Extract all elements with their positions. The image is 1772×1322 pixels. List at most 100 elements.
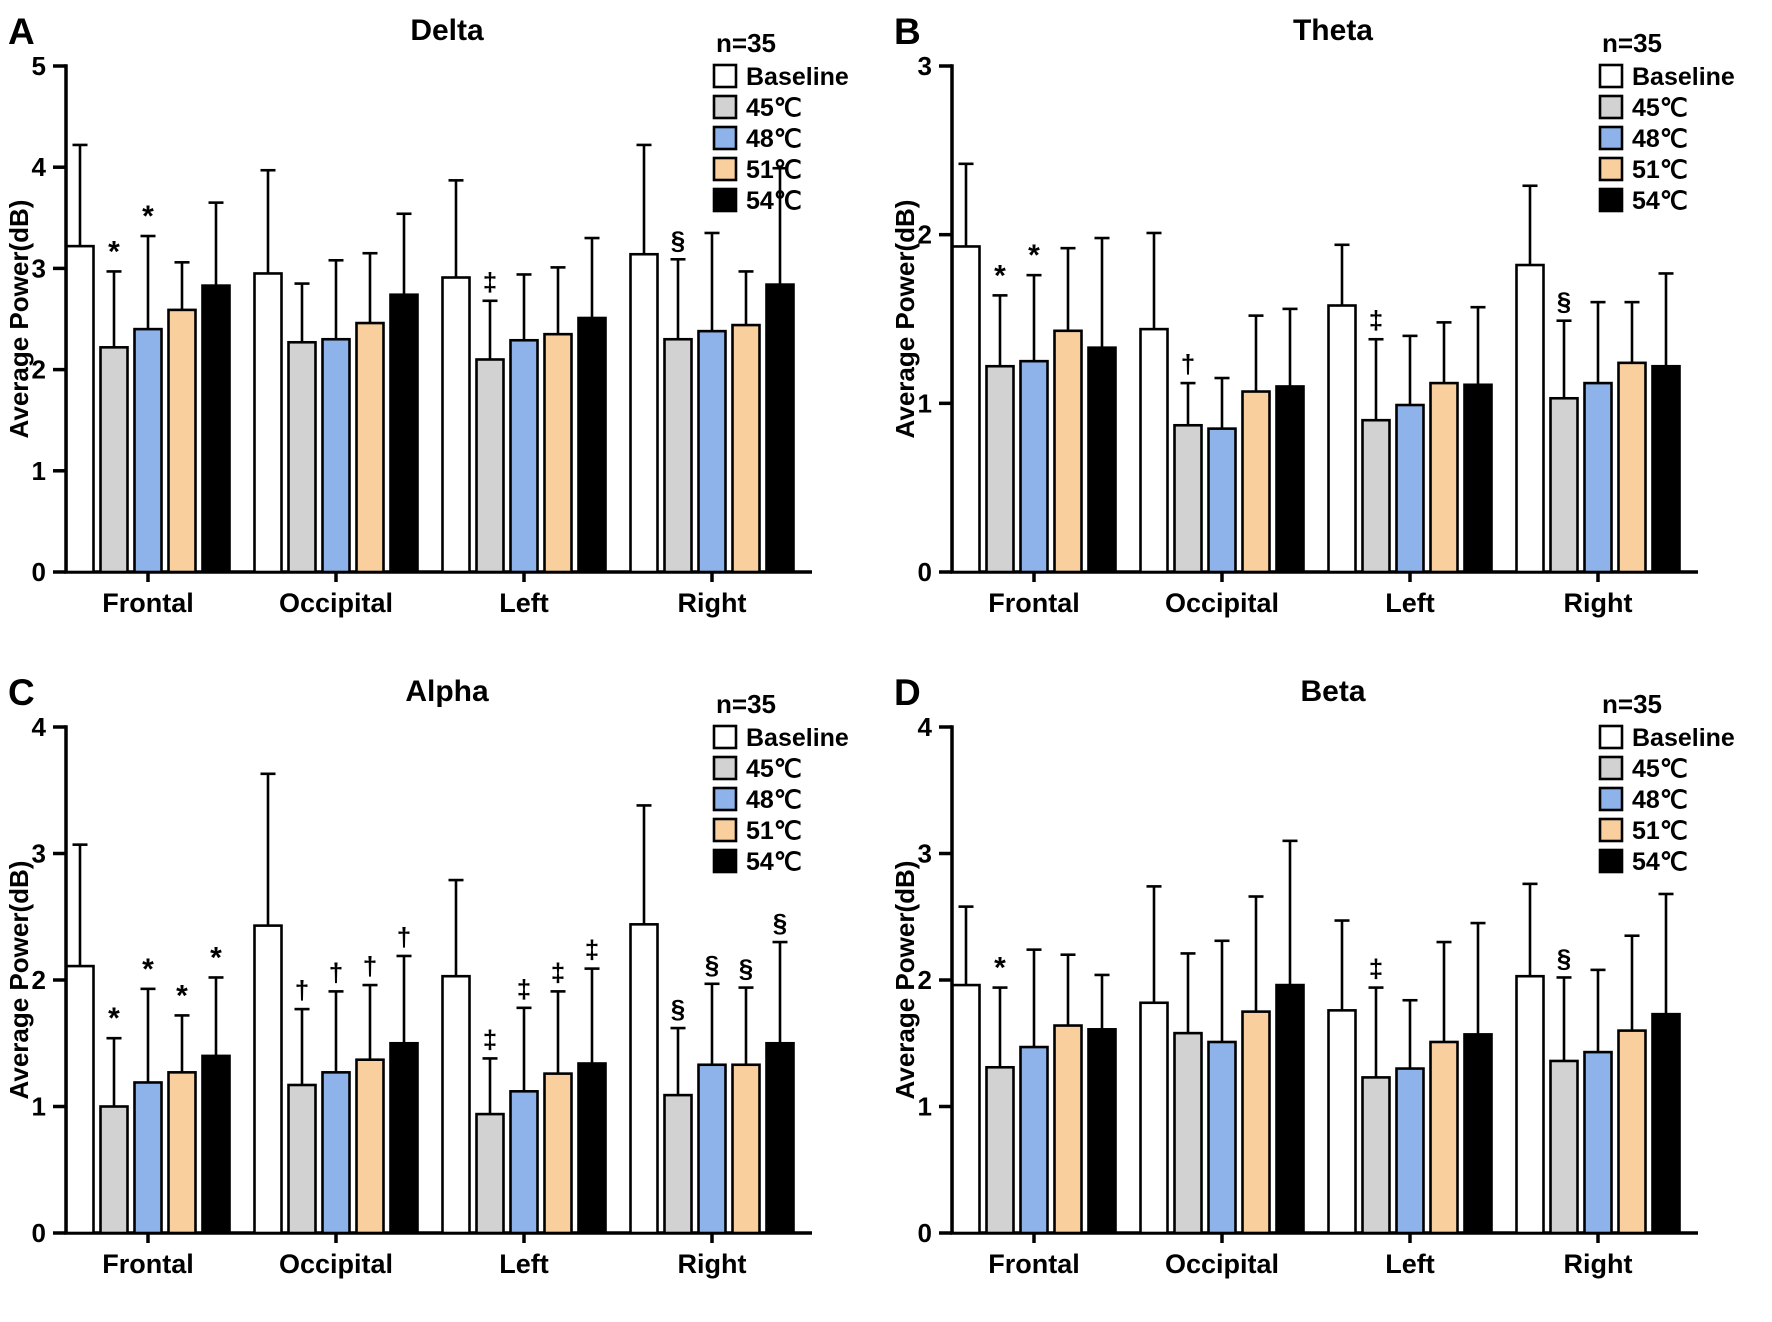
panel-title: Theta	[1293, 14, 1373, 47]
bar	[577, 1062, 607, 1235]
legend-label: 51℃	[1632, 156, 1688, 184]
significance-symbol: ‡	[1369, 954, 1383, 984]
y-tick-label: 4	[32, 712, 47, 742]
category-label: Right	[1564, 1249, 1633, 1279]
panel-letter: C	[8, 672, 35, 713]
legend-swatch	[712, 125, 738, 151]
legend-n-label: n=35	[1602, 689, 1662, 719]
bar	[1019, 359, 1049, 574]
legend-label: Baseline	[1632, 724, 1735, 752]
bar	[287, 340, 317, 574]
significance-symbol: *	[108, 235, 120, 268]
theta-chart: B Theta Average Power(dB) 0 1 2 3 Frontal Occipi…	[890, 11, 1735, 618]
y-tick-label: 0	[918, 557, 932, 587]
legend-swatch	[1598, 156, 1624, 182]
significance-symbol: *	[994, 952, 1006, 985]
category-label: Left	[499, 1249, 549, 1279]
significance-symbol: ‡	[483, 1024, 497, 1054]
bar	[1207, 427, 1237, 574]
bar	[1207, 1040, 1237, 1235]
category-label: Occipital	[279, 1249, 393, 1279]
bar	[765, 1041, 795, 1235]
bar	[1173, 1031, 1203, 1235]
y-tick-label: 3	[918, 839, 932, 869]
bar	[629, 252, 659, 574]
legend-swatch	[712, 848, 738, 874]
category-label: Left	[499, 588, 549, 618]
significance-symbol: *	[210, 941, 222, 974]
significance-symbol: ‡	[551, 957, 565, 987]
category-label: Frontal	[102, 588, 194, 618]
bar	[1395, 1067, 1425, 1235]
bar	[321, 1071, 351, 1235]
bar	[985, 1065, 1015, 1235]
y-tick-label: 5	[32, 51, 46, 81]
y-tick-label: 3	[32, 839, 46, 869]
bar	[1549, 1059, 1579, 1235]
legend-swatch	[1598, 755, 1624, 781]
bar	[1463, 1033, 1493, 1235]
y-axis-label: Average Power(dB)	[890, 200, 920, 439]
category-label: Right	[678, 588, 747, 618]
bar	[133, 1081, 163, 1235]
y-tick-label: 4	[32, 152, 47, 182]
legend-label: 48℃	[746, 786, 802, 814]
panel-title: Beta	[1300, 675, 1365, 708]
significance-symbol: *	[108, 1002, 120, 1035]
bar	[1139, 1001, 1169, 1235]
legend-label: 45℃	[746, 755, 802, 783]
legend-label: Baseline	[746, 724, 849, 752]
legend-n-label: n=35	[1602, 28, 1662, 58]
y-tick-label: 3	[32, 253, 46, 283]
bar	[1395, 403, 1425, 574]
bar	[167, 308, 197, 574]
significance-symbol: *	[142, 200, 154, 233]
significance-symbol: *	[142, 953, 154, 986]
category-label: Right	[1564, 588, 1633, 618]
category-label: Occipital	[279, 588, 393, 618]
y-tick-label: 2	[32, 355, 46, 385]
bar	[133, 327, 163, 574]
bar	[1515, 974, 1545, 1235]
bar	[577, 316, 607, 574]
legend-label: 54℃	[746, 848, 802, 876]
bar	[509, 338, 539, 574]
panel-letter: B	[894, 11, 921, 52]
bar	[475, 1112, 505, 1235]
bar	[65, 244, 95, 574]
bar	[99, 346, 129, 574]
bar	[765, 283, 795, 574]
significance-symbol: *	[1028, 239, 1040, 272]
y-axis-label: Average Power(dB)	[890, 861, 920, 1100]
bar	[1173, 423, 1203, 574]
legend-swatch	[712, 94, 738, 120]
significance-symbol: †	[329, 957, 343, 987]
bar	[201, 284, 231, 574]
bar	[697, 329, 727, 574]
y-tick-label: 1	[918, 388, 932, 418]
panel-theta: B Theta Average Power(dB) 0 1 2 3 Frontal Occipi…	[886, 0, 1772, 661]
significance-symbol: †	[295, 975, 309, 1005]
bar	[389, 293, 419, 574]
panel-letter: A	[8, 11, 35, 52]
legend-label: 45℃	[1632, 94, 1688, 122]
legend-swatch	[1598, 94, 1624, 120]
legend-swatch	[712, 187, 738, 213]
bar	[663, 1093, 693, 1235]
bar	[985, 364, 1015, 574]
y-tick-label: 1	[918, 1092, 932, 1122]
beta-chart: D Beta Average Power(dB) 0 1 2 3 4 Frontal Occipi…	[890, 672, 1735, 1279]
legend-swatch	[712, 156, 738, 182]
category-label: Right	[678, 1249, 747, 1279]
y-tick-label: 1	[32, 456, 46, 486]
legend-swatch	[1598, 786, 1624, 812]
legend-swatch	[712, 755, 738, 781]
legend-n-label: n=35	[716, 28, 776, 58]
bar	[1549, 396, 1579, 574]
bar	[1583, 381, 1613, 574]
significance-symbol: §	[671, 994, 685, 1024]
bar	[1651, 364, 1681, 574]
y-tick-label: 0	[32, 1218, 46, 1248]
significance-symbol: §	[671, 225, 685, 255]
bar	[1241, 1010, 1271, 1235]
